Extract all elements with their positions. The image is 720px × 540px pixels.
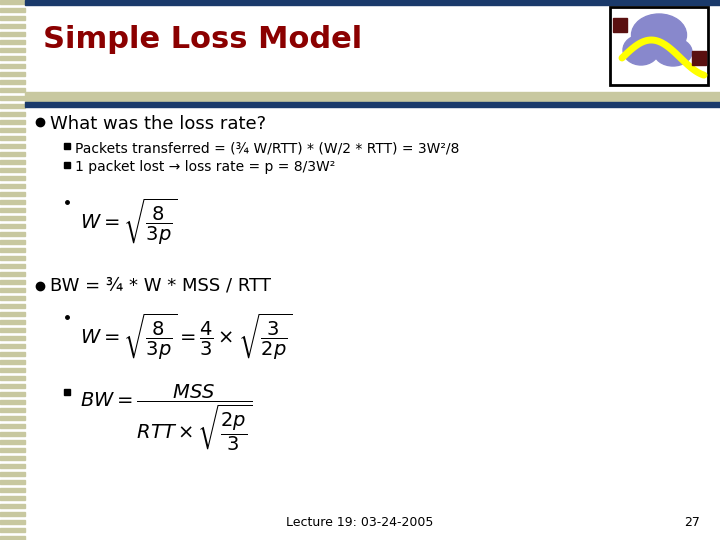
Bar <box>0 64 25 68</box>
Bar <box>0 16 25 20</box>
Bar <box>0 176 25 180</box>
Bar <box>0 416 25 420</box>
Bar <box>0 160 25 164</box>
Bar <box>0 320 25 324</box>
Bar <box>0 264 25 268</box>
Text: 27: 27 <box>684 516 700 529</box>
Bar <box>0 440 25 444</box>
Text: Lecture 19: 03-24-2005: Lecture 19: 03-24-2005 <box>287 516 433 529</box>
Bar <box>0 128 25 132</box>
Bar <box>0 72 25 76</box>
Ellipse shape <box>631 14 686 56</box>
Bar <box>0 456 25 460</box>
Bar <box>0 528 25 532</box>
Bar <box>0 8 25 12</box>
Bar <box>0 216 25 220</box>
Bar <box>0 480 25 484</box>
Bar <box>0 184 25 188</box>
Bar <box>0 152 25 156</box>
Bar <box>0 136 25 140</box>
Bar <box>0 408 25 412</box>
Bar <box>0 376 25 380</box>
Bar <box>0 112 25 116</box>
Bar <box>0 520 25 524</box>
Text: BW = ¾ * W * MSS / RTT: BW = ¾ * W * MSS / RTT <box>50 277 271 295</box>
Bar <box>0 400 25 404</box>
Bar <box>0 288 25 292</box>
Bar <box>0 464 25 468</box>
Bar <box>0 424 25 428</box>
Bar <box>0 280 25 284</box>
Bar <box>0 104 25 108</box>
Bar <box>0 0 25 4</box>
Bar <box>0 392 25 396</box>
Bar <box>0 208 25 212</box>
Bar <box>0 232 25 236</box>
Bar <box>0 448 25 452</box>
Bar <box>0 96 25 100</box>
Text: $W = \sqrt{\dfrac{8}{3p}}$: $W = \sqrt{\dfrac{8}{3p}}$ <box>80 197 177 247</box>
Ellipse shape <box>654 38 692 66</box>
Bar <box>0 312 25 316</box>
Text: 1 packet lost → loss rate = p = 8/3W²: 1 packet lost → loss rate = p = 8/3W² <box>75 160 336 174</box>
Bar <box>0 512 25 516</box>
Bar <box>0 360 25 364</box>
Bar <box>25 92 720 102</box>
Bar <box>0 488 25 492</box>
Bar <box>0 328 25 332</box>
Bar <box>0 368 25 372</box>
Bar <box>0 192 25 196</box>
Text: Packets transferred = (¾ W/RTT) * (W/2 * RTT) = 3W²/8: Packets transferred = (¾ W/RTT) * (W/2 *… <box>75 141 459 155</box>
Bar <box>0 120 25 124</box>
Bar <box>0 504 25 508</box>
Bar <box>0 24 25 28</box>
Bar <box>0 56 25 60</box>
Bar <box>25 0 720 5</box>
Bar <box>0 32 25 36</box>
Bar <box>0 472 25 476</box>
Bar <box>0 88 25 92</box>
Bar <box>0 352 25 356</box>
Bar <box>0 272 25 276</box>
Bar <box>0 336 25 340</box>
Bar <box>0 384 25 388</box>
Bar <box>692 51 706 65</box>
Bar <box>0 48 25 52</box>
Ellipse shape <box>623 35 659 65</box>
Bar <box>0 496 25 500</box>
Bar <box>0 304 25 308</box>
Bar <box>0 144 25 148</box>
Bar <box>0 536 25 540</box>
Bar <box>0 344 25 348</box>
Bar <box>613 18 627 32</box>
Bar <box>0 432 25 436</box>
Bar <box>0 256 25 260</box>
Bar <box>0 248 25 252</box>
Text: $W = \sqrt{\dfrac{8}{3p}} = \dfrac{4}{3} \times \sqrt{\dfrac{3}{2p}}$: $W = \sqrt{\dfrac{8}{3p}} = \dfrac{4}{3}… <box>80 312 292 362</box>
Text: Simple Loss Model: Simple Loss Model <box>43 25 362 54</box>
Text: $BW = \dfrac{MSS}{RTT \times \sqrt{\dfrac{2p}{3}}}$: $BW = \dfrac{MSS}{RTT \times \sqrt{\dfra… <box>80 383 252 453</box>
Bar <box>0 200 25 204</box>
Bar <box>25 102 720 107</box>
Bar <box>0 80 25 84</box>
Bar <box>610 7 708 85</box>
Bar <box>0 240 25 244</box>
Bar <box>0 168 25 172</box>
Bar <box>0 224 25 228</box>
Bar <box>0 296 25 300</box>
Bar <box>0 40 25 44</box>
Text: What was the loss rate?: What was the loss rate? <box>50 115 266 133</box>
